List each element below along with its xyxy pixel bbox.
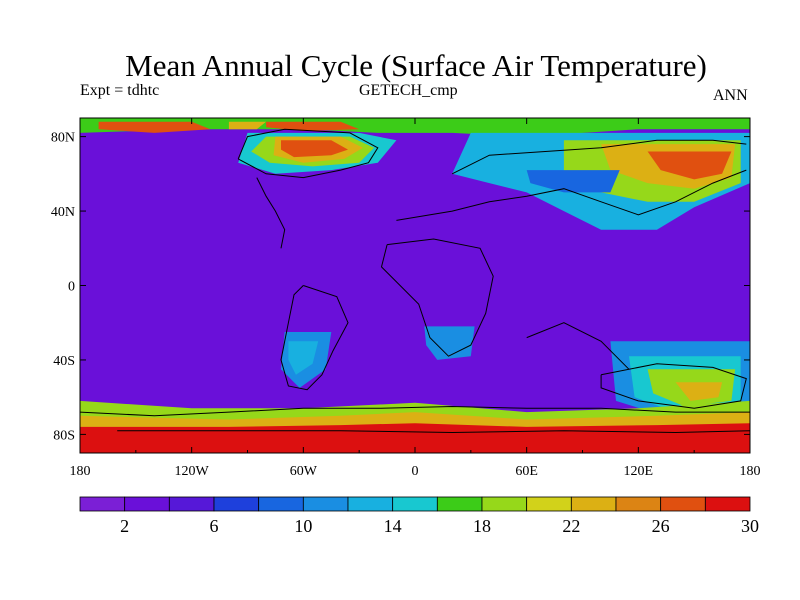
- coast-australia: [600, 363, 747, 409]
- colorbar-swatch: [436, 496, 483, 512]
- field-siberia-red: [647, 151, 732, 180]
- field-sa-cyan: [288, 341, 319, 375]
- colorbar: 2 6 10 14 18 22 26 30: [79, 496, 759, 536]
- coast-eurasia-south: [396, 169, 747, 221]
- coast-na-west: [256, 177, 286, 249]
- coast-africa: [380, 238, 494, 357]
- colorbar-swatch: [79, 496, 126, 512]
- colorbar-swatch: [258, 496, 304, 512]
- field-na-red: [281, 140, 348, 158]
- coast-antarctica: [80, 405, 750, 417]
- lon-tick-label: 120W: [175, 464, 210, 479]
- lat-tick-label: 40N: [51, 205, 75, 220]
- field-central-asia-blue: [526, 170, 620, 193]
- colorbar-swatch: [168, 496, 215, 512]
- colorbar-swatch: [526, 496, 572, 512]
- colorbar-label: 14: [384, 516, 402, 536]
- field-arctic-red: [266, 121, 360, 131]
- coast-north-america: [237, 128, 379, 179]
- colorbar-swatch: [302, 496, 349, 512]
- colorbar-swatch: [615, 496, 662, 512]
- coast-india: [526, 322, 630, 370]
- experiment-label: Expt = tdhtc: [80, 82, 160, 99]
- lon-tick-label: 60E: [515, 464, 538, 479]
- colorbar-swatch: [481, 496, 528, 512]
- lat-tick-label: 80N: [51, 131, 75, 146]
- field-aus-yellow: [675, 382, 723, 401]
- colorbar-label: 2: [120, 516, 129, 536]
- colorbar-swatch: [392, 496, 438, 512]
- field-arctic-orange: [228, 121, 267, 130]
- lat-tick-label: 40S: [53, 354, 75, 369]
- lon-tick-label: 60W: [290, 464, 318, 479]
- lon-tick-label: 0: [412, 464, 419, 479]
- lat-tick-label: 0: [68, 280, 75, 295]
- lon-tick-label: 180: [70, 464, 91, 479]
- field-arctic-red: [98, 121, 211, 133]
- lat-tick-label: 80S: [53, 428, 75, 443]
- lon-tick-label: 120E: [624, 464, 654, 479]
- colorbar-label: 18: [473, 516, 491, 536]
- colorbar-swatch: [570, 496, 617, 512]
- colorbar-label: 10: [294, 516, 312, 536]
- coastlines: [80, 128, 750, 434]
- colorbar-swatch: [213, 496, 260, 512]
- colorbar-swatch: [347, 496, 394, 512]
- colorbar-label: 6: [210, 516, 219, 536]
- colorbar-label: 30: [741, 516, 759, 536]
- coast-antarctica-inner: [117, 430, 750, 434]
- colorbar-label: 26: [652, 516, 670, 536]
- colorbar-swatch: [660, 496, 706, 512]
- dataset-label: GETECH_cmp: [359, 82, 458, 99]
- coast-eurasia-north: [451, 139, 747, 175]
- coast-south-america: [280, 285, 349, 391]
- season-label: ANN: [713, 87, 748, 104]
- lon-tick-label: 180: [740, 464, 761, 479]
- colorbar-swatch: [124, 496, 170, 512]
- field-africa-blue: [424, 326, 475, 360]
- map-title: Mean Annual Cycle (Surface Air Temperatu…: [125, 48, 707, 83]
- colorbar-label: 22: [562, 516, 580, 536]
- colorbar-swatch: [704, 496, 751, 512]
- axis-ticks: 180 120W 60W 0 60E 120E 180 80N 40N 0 40S 80S: [51, 118, 761, 479]
